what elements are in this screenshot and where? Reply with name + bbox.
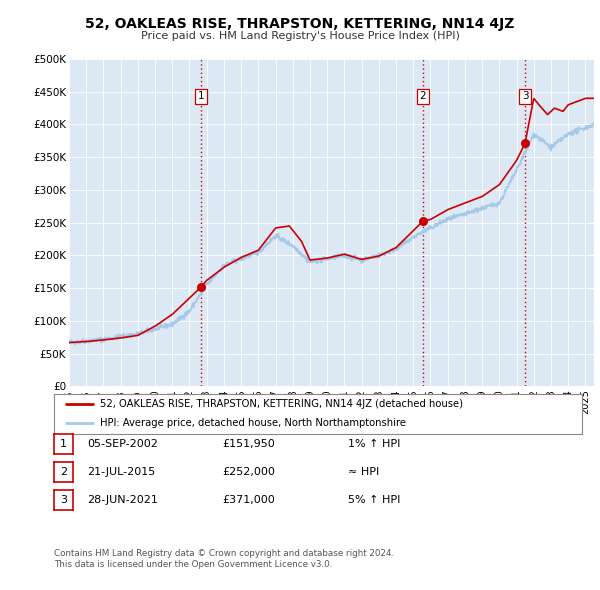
- Text: 05-SEP-2002: 05-SEP-2002: [87, 439, 158, 448]
- Text: 52, OAKLEAS RISE, THRAPSTON, KETTERING, NN14 4JZ: 52, OAKLEAS RISE, THRAPSTON, KETTERING, …: [85, 17, 515, 31]
- Text: HPI: Average price, detached house, North Northamptonshire: HPI: Average price, detached house, Nort…: [100, 418, 406, 428]
- Text: 52, OAKLEAS RISE, THRAPSTON, KETTERING, NN14 4JZ (detached house): 52, OAKLEAS RISE, THRAPSTON, KETTERING, …: [100, 399, 463, 409]
- Text: £151,950: £151,950: [222, 439, 275, 448]
- Text: This data is licensed under the Open Government Licence v3.0.: This data is licensed under the Open Gov…: [54, 559, 332, 569]
- Text: 3: 3: [60, 496, 67, 505]
- Text: £371,000: £371,000: [222, 496, 275, 505]
- Text: 1: 1: [198, 91, 205, 101]
- Text: Contains HM Land Registry data © Crown copyright and database right 2024.: Contains HM Land Registry data © Crown c…: [54, 549, 394, 558]
- Text: 28-JUN-2021: 28-JUN-2021: [87, 496, 158, 505]
- Text: £252,000: £252,000: [222, 467, 275, 477]
- Text: 3: 3: [521, 91, 528, 101]
- Text: Price paid vs. HM Land Registry's House Price Index (HPI): Price paid vs. HM Land Registry's House …: [140, 31, 460, 41]
- Text: 1: 1: [60, 439, 67, 448]
- Text: 5% ↑ HPI: 5% ↑ HPI: [348, 496, 400, 505]
- Text: 21-JUL-2015: 21-JUL-2015: [87, 467, 155, 477]
- Text: 2: 2: [419, 91, 426, 101]
- Text: ≈ HPI: ≈ HPI: [348, 467, 379, 477]
- Text: 1% ↑ HPI: 1% ↑ HPI: [348, 439, 400, 448]
- Text: 2: 2: [60, 467, 67, 477]
